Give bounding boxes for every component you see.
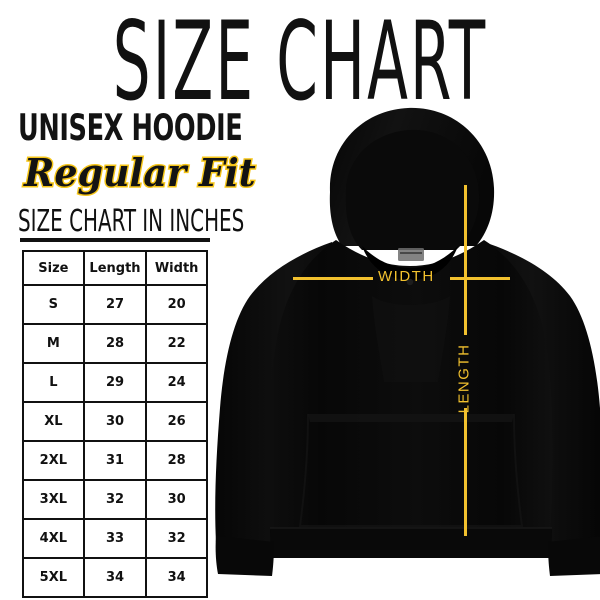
table-row: S 27 20 (22, 284, 208, 325)
column-header-width: Width (145, 250, 208, 286)
table-row: XL 30 26 (22, 401, 208, 442)
cell-size: S (22, 284, 85, 325)
table-row: 3XL 32 30 (22, 479, 208, 520)
size-measurements-table: Size Length Width S 27 20 M 28 22 L 29 2… (22, 250, 208, 598)
table-row: 2XL 31 28 (22, 440, 208, 481)
cell-width: 28 (145, 440, 208, 481)
cell-size: 5XL (22, 557, 85, 598)
cell-size: XL (22, 401, 85, 442)
cell-length: 28 (82, 323, 148, 364)
column-header-length: Length (82, 250, 148, 286)
units-heading: SIZE CHART IN INCHES (18, 203, 245, 239)
cell-width: 30 (145, 479, 208, 520)
cell-width: 32 (145, 518, 208, 559)
hoodie-garment-image (212, 96, 600, 600)
cell-length: 34 (82, 557, 148, 598)
hoodie-illustration (215, 107, 600, 576)
table-row: L 29 24 (22, 362, 208, 403)
cell-size: 2XL (22, 440, 85, 481)
cell-width: 34 (145, 557, 208, 598)
cell-length: 31 (82, 440, 148, 481)
table-row: M 28 22 (22, 323, 208, 364)
cell-length: 30 (82, 401, 148, 442)
cell-width: 26 (145, 401, 208, 442)
cell-size: M (22, 323, 85, 364)
cell-size: L (22, 362, 85, 403)
cell-length: 29 (82, 362, 148, 403)
table-header-row: Size Length Width (22, 250, 208, 286)
cell-width: 20 (145, 284, 208, 325)
table-row: 5XL 34 34 (22, 557, 208, 598)
page-title: SIZE CHART (112, 0, 488, 125)
product-heading: UNISEX HOODIE (18, 105, 243, 150)
cell-length: 32 (82, 479, 148, 520)
cell-width: 24 (145, 362, 208, 403)
column-header-size: Size (22, 250, 85, 286)
table-row: 4XL 33 32 (22, 518, 208, 559)
fit-heading: Regular Fit (23, 150, 257, 195)
cell-length: 33 (82, 518, 148, 559)
cell-length: 27 (82, 284, 148, 325)
cell-size: 3XL (22, 479, 85, 520)
cell-size: 4XL (22, 518, 85, 559)
cell-width: 22 (145, 323, 208, 364)
heading-divider (20, 238, 210, 242)
